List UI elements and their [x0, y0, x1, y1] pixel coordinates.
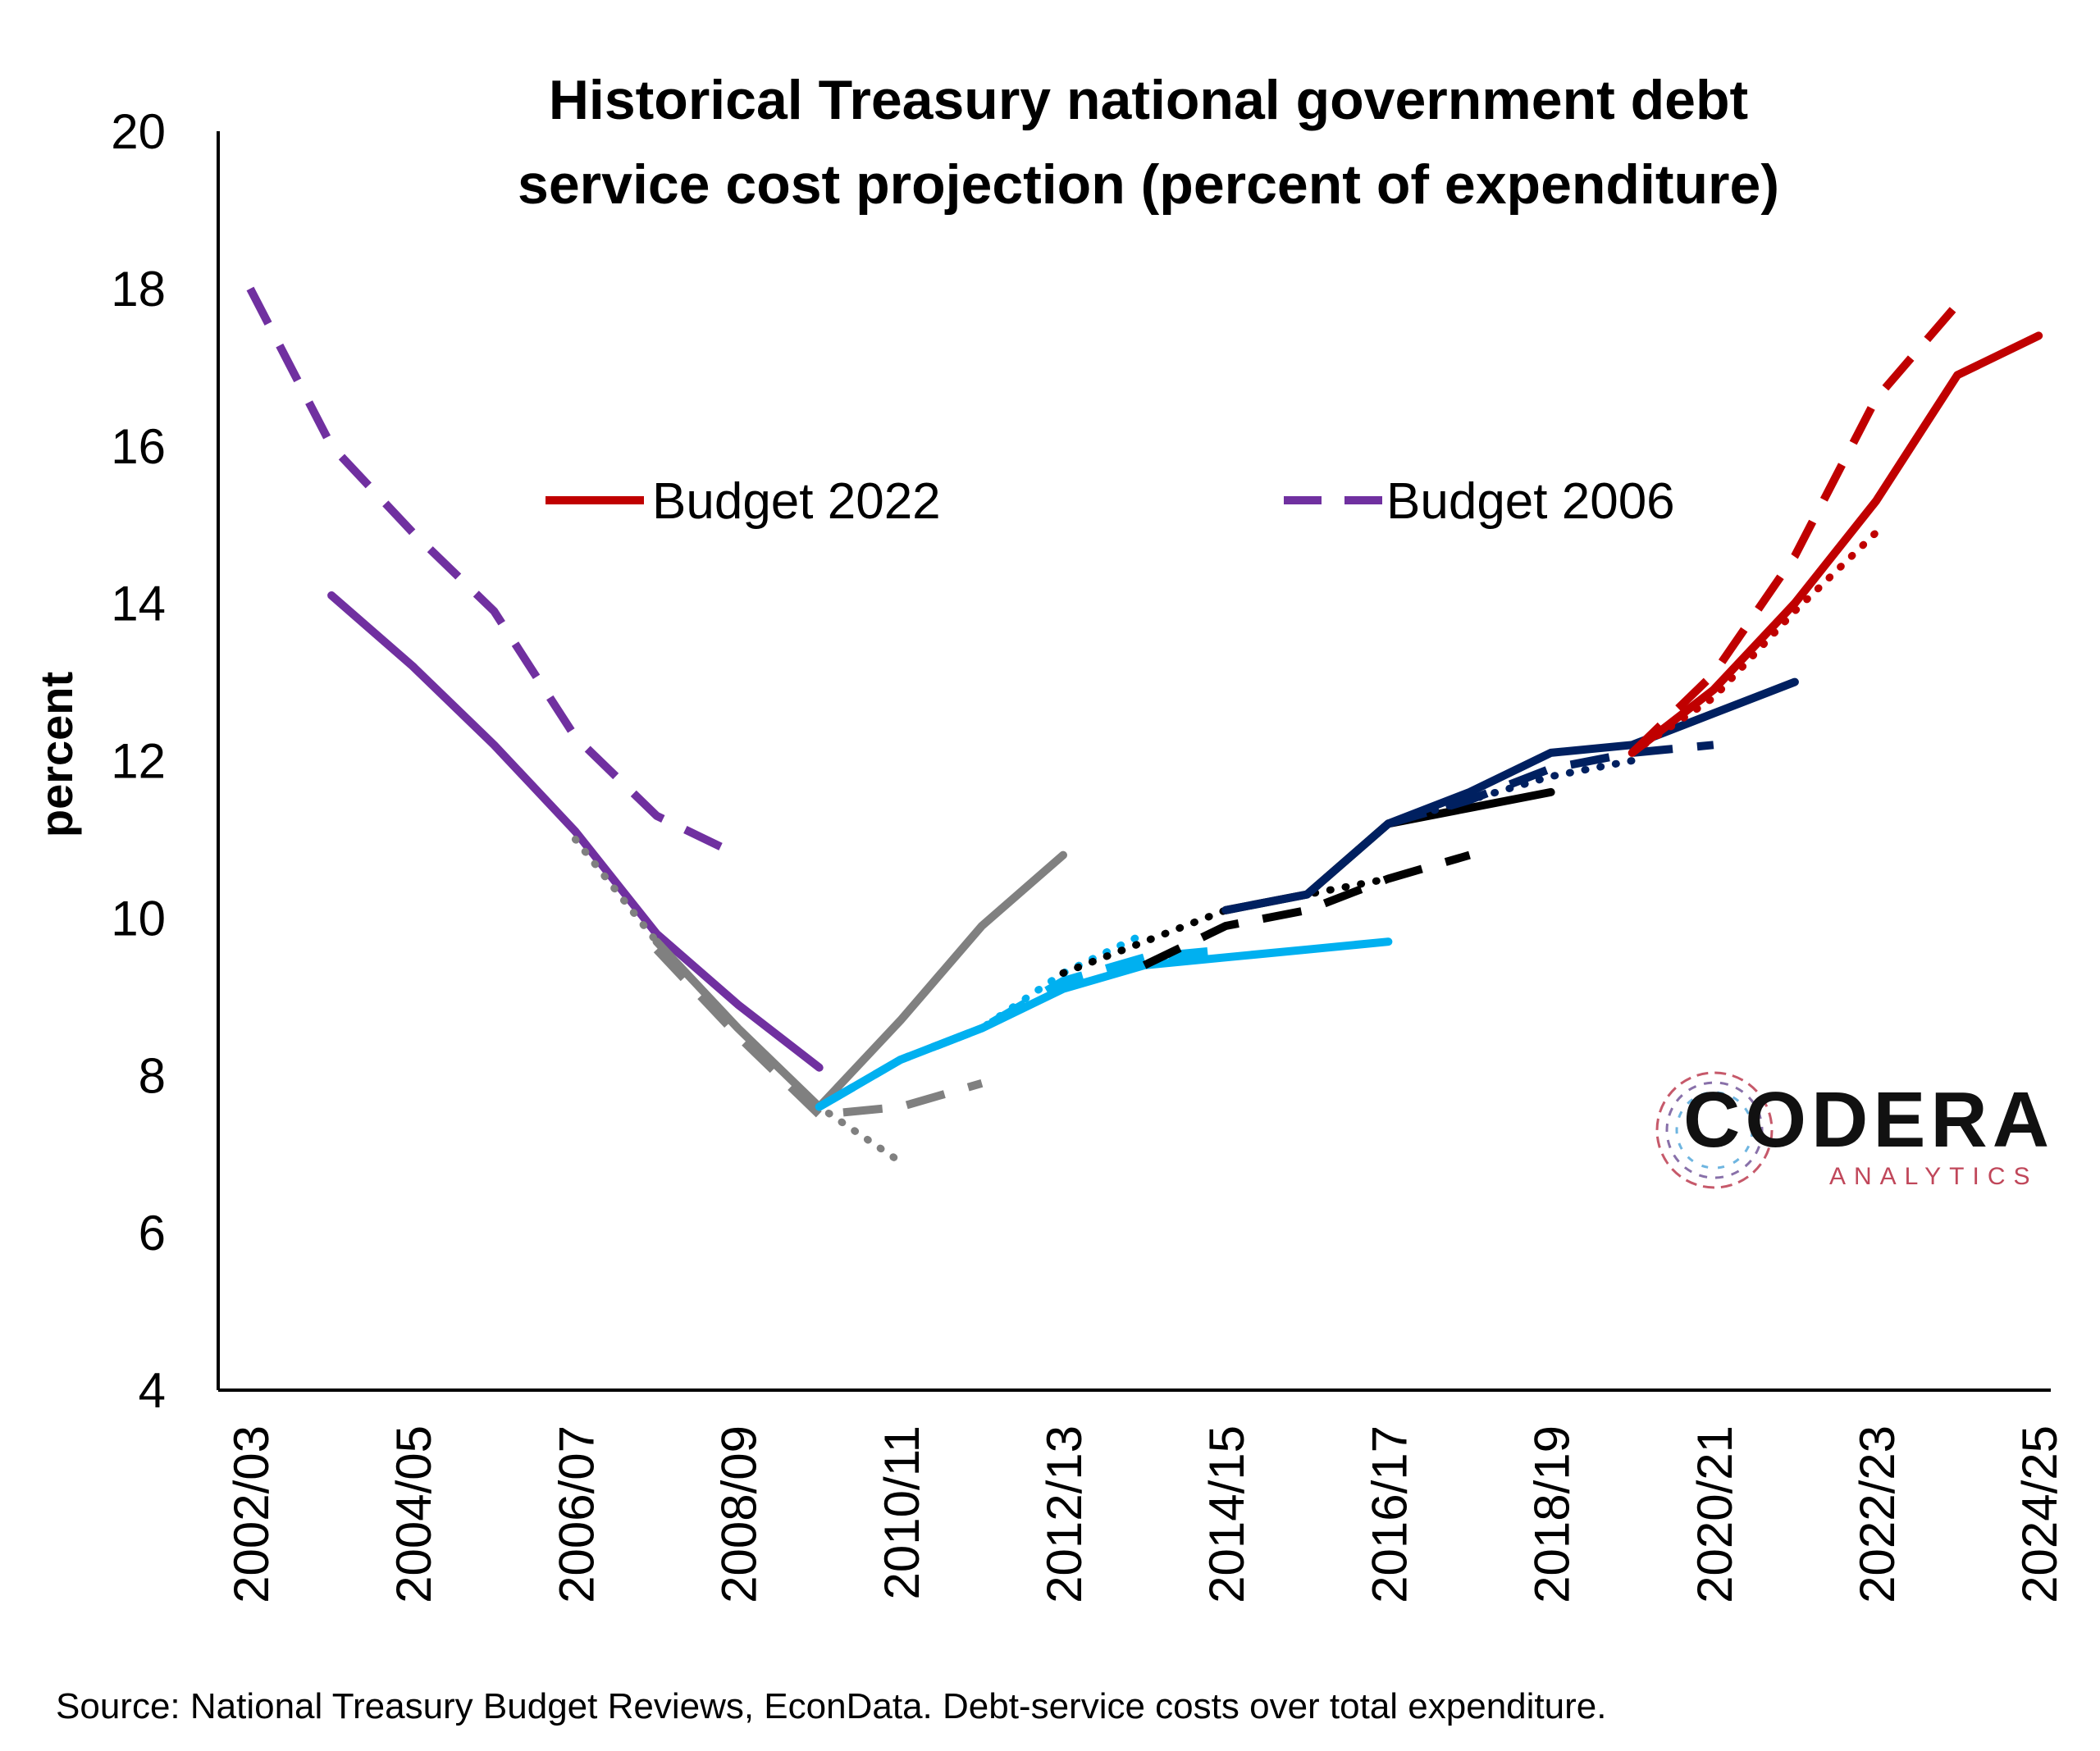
y-tick-label: 12: [111, 734, 166, 789]
x-tick-label: 2002/03: [224, 1425, 279, 1603]
legend-label-budget-2022: Budget 2022: [652, 473, 941, 530]
y-tick-label: 4: [139, 1363, 166, 1418]
y-tick-label: 20: [111, 104, 166, 159]
chart-title-line-1: Historical Treasury national government …: [549, 69, 1748, 131]
series-line-11: [1221, 787, 1555, 914]
logo-ring-icon: [1655, 1071, 1774, 1189]
series-line-10: [1142, 850, 1471, 969]
x-tick-label: 2006/07: [549, 1425, 604, 1603]
series-line-1: [246, 286, 740, 860]
x-tick-label: 2008/09: [712, 1425, 767, 1603]
logo-subtitle: ANALYTICS: [1829, 1163, 2038, 1190]
series-line-4: [653, 946, 984, 1119]
y-tick-label: 14: [111, 577, 166, 632]
codera-logo: CODERA ANALYTICS: [1655, 1071, 2054, 1190]
chart-title-line-2: service cost projection (percent of expe…: [518, 153, 1779, 216]
series-line-14: [1221, 677, 1799, 914]
series-line-5: [652, 850, 1067, 1111]
y-axis-label: percent: [30, 672, 82, 837]
y-tick-label: 10: [111, 891, 166, 946]
source-note: Source: National Treasury Budget Reviews…: [56, 1686, 1606, 1726]
x-tick-label: 2004/05: [386, 1425, 441, 1603]
x-tick-label: 2012/13: [1037, 1425, 1092, 1603]
x-tick-label: 2020/21: [1687, 1425, 1742, 1603]
x-tick-label: 2024/25: [2012, 1425, 2067, 1603]
x-tick-label: 2018/19: [1525, 1425, 1580, 1603]
series-line-2: [327, 591, 824, 1072]
series-line-12: [1303, 757, 1637, 899]
series-line-13: [1387, 741, 1714, 828]
series-layer: [246, 286, 2043, 1166]
x-tick-label: 2014/15: [1199, 1425, 1254, 1603]
y-tick-label: 6: [139, 1206, 166, 1261]
y-tick-label: 8: [139, 1048, 166, 1103]
series-line-16: [1629, 301, 1961, 756]
legend-label-budget-2006: Budget 2006: [1386, 473, 1675, 530]
logo-wordmark: CODERA: [1683, 1076, 2054, 1164]
legend: Budget 2022 Budget 2006: [546, 473, 1675, 530]
y-axis-ticks: 4 6 8 10 12 14 16 18 20: [111, 104, 166, 1418]
series-line-7: [817, 945, 1226, 1110]
series-line-8: [815, 937, 1393, 1111]
y-tick-label: 18: [111, 262, 166, 317]
series-line-17: [1628, 331, 2043, 757]
x-tick-label: 2016/17: [1362, 1425, 1417, 1603]
x-tick-label: 2010/11: [874, 1425, 929, 1599]
x-axis-ticks: 2002/03 2004/05 2006/07 2008/09 2010/11 2012/…: [224, 1425, 2067, 1603]
x-tick-label: 2022/23: [1850, 1425, 1905, 1603]
y-tick-label: 16: [111, 419, 166, 474]
